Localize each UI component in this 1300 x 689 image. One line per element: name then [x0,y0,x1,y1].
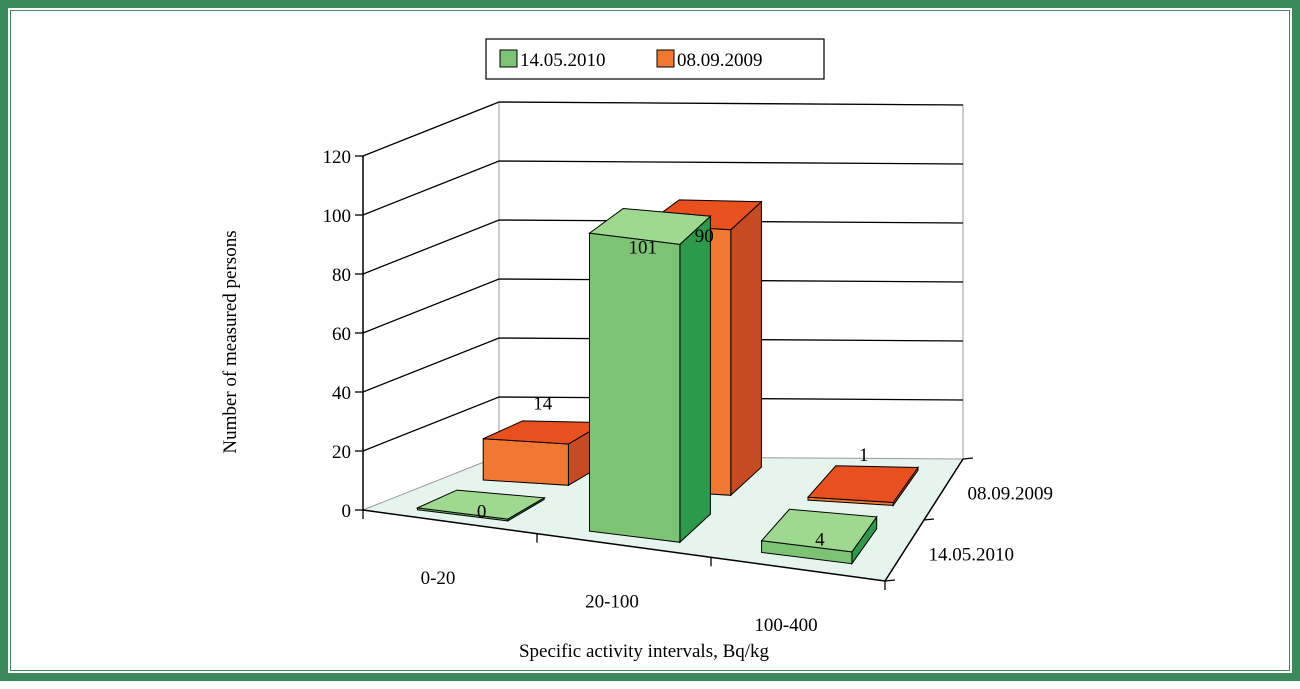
legend-swatch-14-05-2010 [499,49,518,68]
bar-08-09-2009-100-400 [806,465,919,507]
gridline [362,278,964,334]
bar-front [482,438,569,486]
legend-label-14-05-2010: 14.05.2010 [520,50,606,71]
x-tick-label: 20-100 [585,592,639,613]
bar-14-05-2010-20-100 [588,207,712,544]
data-label: 0 [477,502,487,523]
bars-series-front [415,207,878,566]
y-tick-label: 0 [342,501,352,522]
y-axis-title: Number of measured persons [220,230,241,453]
data-label: 4 [815,530,825,551]
data-label: 1 [859,445,869,466]
chart: 0204060801001200-2020-100100-40008.09.20… [220,38,1054,662]
gridline [362,396,964,452]
x-axis-line [362,509,886,582]
data-label: 90 [695,226,714,247]
depth-tick [884,579,896,582]
bar-top [806,465,919,504]
y-tick-label: 40 [332,383,351,404]
bar-top [415,489,546,520]
depth-tick [923,518,935,521]
axes: 0204060801001200-2020-100100-40008.09.20… [323,147,1054,636]
x-tick-label: 100-400 [754,615,817,636]
depth-tick-label: 14.05.2010 [929,545,1015,566]
gridlines [362,101,964,452]
y-tick-label: 100 [323,206,352,227]
y-tick-label: 80 [332,265,351,286]
gridline [362,219,964,275]
gridline [362,337,964,393]
depth-tick [962,457,974,460]
legend-label-08-09-2009: 08.09.2009 [677,50,763,71]
bar-top [588,207,712,245]
x-tick-label: 0-20 [421,568,456,589]
y-tick-label: 60 [332,324,351,345]
legend-swatch-08-09-2009 [656,49,675,68]
bar-top [760,508,878,553]
data-label: 14 [533,394,553,415]
depth-tick-label: 08.09.2009 [968,484,1054,505]
legend-box [485,38,825,80]
legend: 14.05.2010 08.09.2009 [485,38,825,80]
y-tick-label: 120 [323,147,352,168]
bar-side [679,215,711,544]
x-axis-title: Specific activity intervals, Bq/kg [519,641,770,662]
y-tick-label: 20 [332,442,351,463]
gridline [362,160,964,216]
bar-front [589,232,681,543]
gridline [362,101,964,157]
bar-side [730,200,762,497]
bar-08-09-2009-0-20 [482,420,607,487]
data-label: 101 [629,238,658,259]
bar-14-05-2010-0-20 [415,489,546,522]
bar-14-05-2010-100-400 [760,508,878,566]
